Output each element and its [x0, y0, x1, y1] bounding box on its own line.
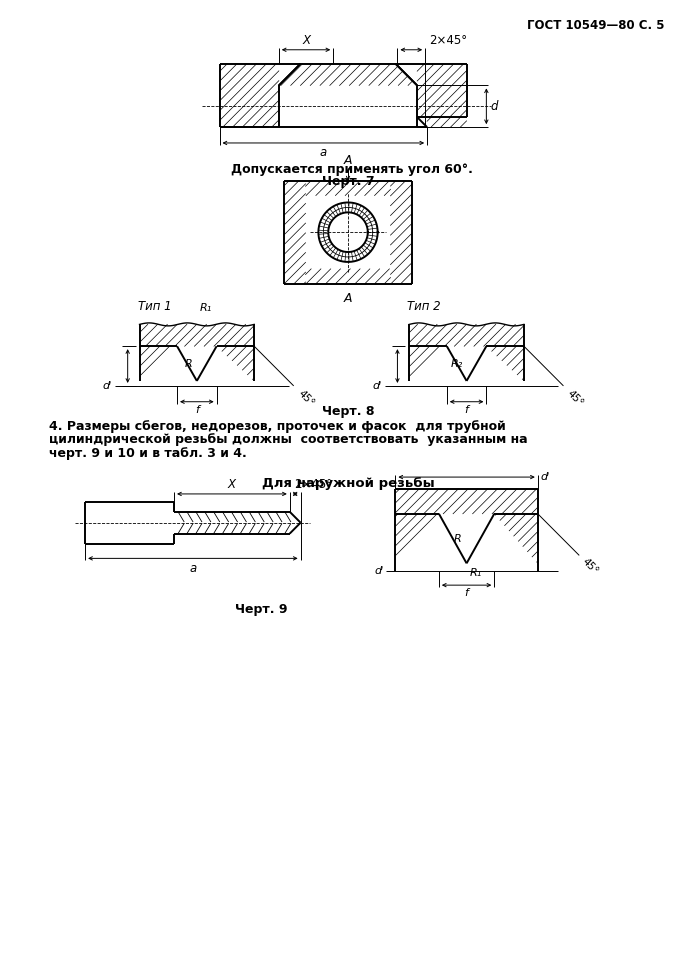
Text: Черт. 9: Черт. 9 — [234, 603, 287, 616]
Text: X: X — [302, 34, 310, 47]
Text: R: R — [454, 534, 462, 543]
Text: dⁱ: dⁱ — [103, 381, 112, 391]
Text: A: A — [344, 292, 352, 304]
Text: 4. Размеры сбегов, недорезов, проточек и фасок  для трубной: 4. Размеры сбегов, недорезов, проточек и… — [48, 420, 505, 433]
Text: 45°: 45° — [295, 388, 316, 408]
Text: R₁: R₁ — [470, 569, 482, 578]
Text: a: a — [320, 146, 327, 159]
Text: d: d — [490, 100, 498, 113]
Text: f: f — [195, 404, 199, 415]
Text: ГОСТ 10549—80 С. 5: ГОСТ 10549—80 С. 5 — [526, 19, 664, 32]
Text: Тип 1: Тип 1 — [138, 299, 172, 313]
Text: dⁱ: dⁱ — [372, 381, 382, 391]
Text: черт. 9 и 10 и в табл. 3 и 4.: черт. 9 и 10 и в табл. 3 и 4. — [48, 447, 246, 461]
Text: Черт. 7: Черт. 7 — [322, 175, 374, 188]
Text: 45°: 45° — [580, 556, 601, 576]
Text: 45°: 45° — [566, 388, 586, 408]
Text: 2×45°: 2×45° — [294, 478, 332, 491]
Text: f: f — [465, 404, 468, 415]
Text: dⁱ: dⁱ — [374, 567, 384, 576]
Text: X: X — [228, 478, 236, 491]
Text: цилиндрической резьбы должны  соответствовать  указанным на: цилиндрической резьбы должны соответство… — [48, 434, 527, 446]
Text: R₂: R₂ — [450, 359, 463, 368]
Text: R: R — [185, 359, 193, 368]
Text: a: a — [189, 563, 197, 575]
Text: Для наружной резьбы: Для наружной резьбы — [262, 477, 435, 490]
Text: 2×45°: 2×45° — [429, 34, 467, 47]
Text: f: f — [465, 588, 468, 598]
Text: dⁱ: dⁱ — [540, 472, 550, 482]
Text: R₁: R₁ — [199, 302, 212, 313]
Text: Тип 2: Тип 2 — [407, 299, 441, 313]
Text: Черт. 8: Черт. 8 — [322, 404, 374, 418]
Text: Допускается применять угол 60°.: Допускается применять угол 60°. — [232, 162, 473, 176]
Text: A: A — [344, 154, 352, 167]
